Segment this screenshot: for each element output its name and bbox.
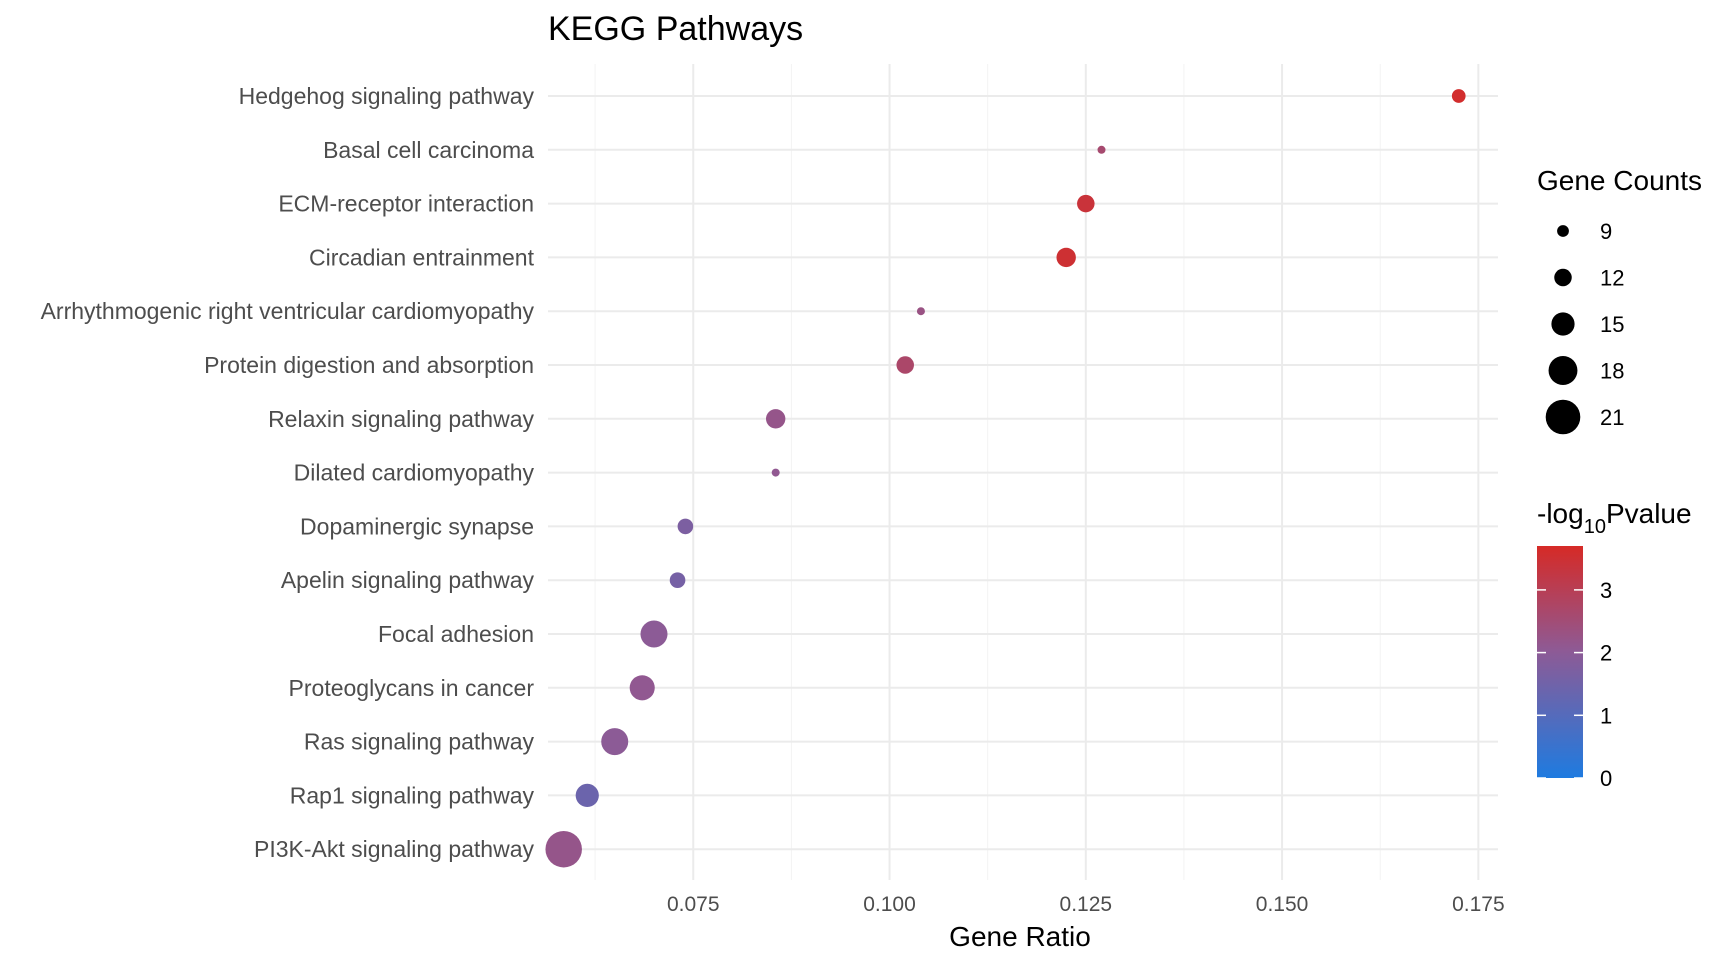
data-point [1451, 89, 1466, 103]
data-point [629, 675, 655, 701]
category-label: Protein digestion and absorption [204, 352, 534, 378]
chart-title: KEGG Pathways [548, 10, 803, 48]
data-point [545, 830, 582, 868]
x-axis-title: Gene Ratio [949, 921, 1091, 952]
x-axis-ticks: 0.075 0.100 0.125 0.150 0.175 [667, 893, 1505, 916]
x-tick-label: 0.125 [1060, 893, 1113, 916]
data-point [575, 783, 599, 808]
category-label: Dilated cardiomyopathy [294, 460, 535, 486]
data-point [1056, 247, 1076, 268]
data-point [771, 468, 780, 477]
size-legend-label: 15 [1600, 312, 1624, 337]
color-legend-title: -log10Pvalue [1537, 498, 1692, 538]
category-label: PI3K-Akt signaling pathway [254, 836, 534, 862]
size-legend-key [1554, 268, 1572, 287]
size-legend-label: 9 [1600, 219, 1612, 244]
size-legend-key [1557, 225, 1569, 237]
category-label: Basal cell carcinoma [323, 137, 534, 163]
category-label: ECM-receptor interaction [278, 191, 534, 217]
size-legend-key [1545, 399, 1581, 435]
category-label: Rap1 signaling pathway [290, 782, 535, 808]
data-point [896, 356, 914, 374]
data-points [545, 89, 1466, 868]
size-legend-title: Gene Counts [1537, 165, 1702, 196]
data-point [677, 518, 694, 535]
plot-grid [548, 64, 1498, 880]
category-label: Relaxin signaling pathway [268, 406, 534, 432]
category-label: Dopaminergic synapse [300, 513, 534, 539]
size-legend-label: 21 [1600, 405, 1624, 430]
size-legend-label: 18 [1600, 359, 1624, 384]
color-legend-ticks: 0 1 2 3 [1537, 578, 1612, 791]
size-legend-items: 9 12 15 18 21 [1545, 219, 1624, 435]
x-tick-label: 0.175 [1452, 893, 1505, 916]
x-tick-label: 0.150 [1256, 893, 1309, 916]
color-legend-title-suffix: Pvalue [1606, 498, 1692, 529]
category-label: Hedgehog signaling pathway [239, 83, 535, 109]
data-point [1097, 145, 1106, 154]
color-legend-title-subscript: 10 [1584, 516, 1606, 538]
size-legend-key [1551, 312, 1575, 336]
size-legend-label: 12 [1600, 266, 1624, 291]
x-tick-label: 0.100 [863, 893, 916, 916]
category-label: Ras signaling pathway [304, 729, 535, 755]
size-legend-key [1548, 356, 1578, 385]
category-label: Arrhythmogenic right ventricular cardiom… [41, 298, 535, 324]
category-label: Focal adhesion [378, 621, 534, 647]
color-legend-label: 0 [1600, 766, 1612, 791]
pathway-labels: Hedgehog signaling pathway Basal cell car… [41, 83, 535, 862]
category-label: Apelin signaling pathway [281, 567, 535, 593]
category-label: Circadian entrainment [309, 244, 535, 270]
category-label: Proteoglycans in cancer [289, 675, 535, 701]
data-point [765, 409, 786, 429]
color-legend-title-prefix: -log [1537, 498, 1584, 529]
data-point [1077, 194, 1095, 213]
data-point [669, 572, 686, 588]
size-legend: Gene Counts 9 12 15 18 21 [1537, 165, 1702, 435]
color-legend-label: 2 [1600, 641, 1612, 666]
data-point [601, 728, 629, 756]
color-legend-label: 3 [1600, 578, 1612, 603]
data-point [916, 307, 925, 316]
color-legend-label: 1 [1600, 703, 1612, 728]
x-tick-label: 0.075 [667, 893, 720, 916]
color-legend-bar [1537, 546, 1583, 778]
color-legend: -log10Pvalue 0 1 2 3 [1537, 498, 1692, 791]
data-point [640, 620, 668, 648]
